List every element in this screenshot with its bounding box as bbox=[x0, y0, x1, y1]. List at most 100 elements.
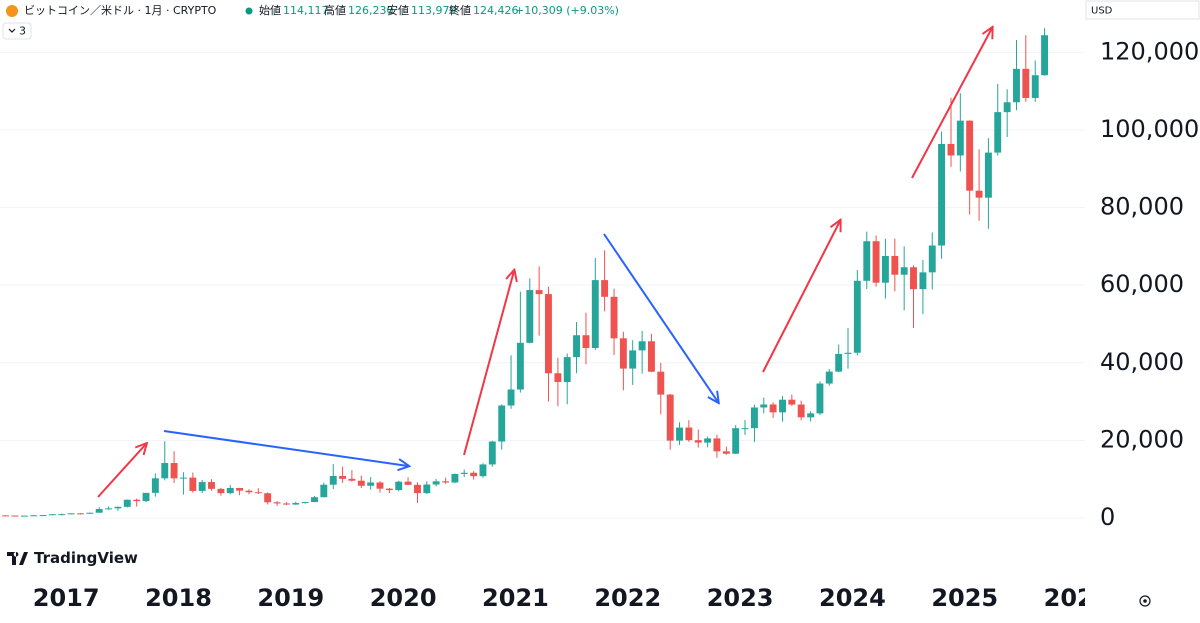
x-tick-label: 2018 bbox=[145, 584, 212, 612]
candle-body bbox=[423, 484, 431, 494]
up-arrow bbox=[463, 271, 514, 456]
candle-body bbox=[900, 267, 908, 275]
candle-body bbox=[395, 481, 403, 491]
candle-body bbox=[881, 255, 889, 283]
candle-body bbox=[301, 502, 309, 504]
candle-body bbox=[385, 488, 393, 491]
y-tick-label: 80,000 bbox=[1100, 193, 1184, 221]
currency-box[interactable] bbox=[1085, 0, 1200, 20]
grid bbox=[0, 51, 1085, 519]
candle-body bbox=[226, 487, 234, 494]
price-scale-panel bbox=[1085, 0, 1200, 623]
candle-body bbox=[919, 272, 927, 290]
candle-body bbox=[460, 472, 468, 474]
up-arrow bbox=[762, 221, 840, 373]
candle-body bbox=[1022, 68, 1030, 98]
candle-body bbox=[77, 513, 84, 515]
candle-body bbox=[741, 428, 749, 430]
candle-body bbox=[638, 341, 646, 351]
settings-button[interactable] bbox=[1139, 595, 1151, 607]
y-tick-label: 40,000 bbox=[1100, 348, 1184, 376]
candle-body bbox=[498, 405, 506, 442]
high-label: 高値 bbox=[324, 3, 346, 17]
x-tick-label: 2025 bbox=[931, 584, 998, 612]
close-value: 124,426 bbox=[473, 4, 519, 17]
candle-body bbox=[797, 404, 805, 418]
candle-body bbox=[975, 190, 983, 198]
candle-body bbox=[863, 241, 871, 281]
settings-icon[interactable] bbox=[1139, 595, 1151, 607]
x-tick-label: 2019 bbox=[257, 584, 324, 612]
candle-body bbox=[545, 294, 552, 374]
candle-body bbox=[713, 438, 721, 452]
candle-body bbox=[151, 478, 159, 493]
candle-body bbox=[956, 120, 964, 156]
candle-body bbox=[994, 112, 1002, 153]
market-status bbox=[245, 7, 253, 15]
candle-body bbox=[516, 342, 524, 390]
candle-body bbox=[198, 482, 206, 491]
currency-selector[interactable]: USD bbox=[1085, 0, 1200, 20]
candle-body bbox=[11, 515, 19, 517]
low-label: 安値 bbox=[387, 4, 409, 17]
candle-body bbox=[825, 371, 833, 384]
close-label: 終値 bbox=[449, 4, 471, 17]
candle-body bbox=[179, 477, 187, 479]
candle-body bbox=[563, 357, 571, 383]
candle-body bbox=[938, 143, 946, 246]
candle-body bbox=[20, 515, 28, 517]
settings-icon-core bbox=[1143, 599, 1147, 603]
x-axis: 2017 2018 2019 2020 2021 2022 2023 2024 2025 202 bbox=[33, 575, 1094, 612]
candle-body bbox=[292, 503, 300, 505]
candle-body bbox=[30, 515, 38, 517]
candle-body bbox=[404, 481, 412, 485]
x-tick-label: 2020 bbox=[370, 584, 437, 612]
brand-logo: TradingView bbox=[7, 549, 138, 567]
candle-body bbox=[254, 492, 262, 494]
candle-body bbox=[816, 383, 824, 414]
up-arrow bbox=[911, 28, 992, 179]
candle-body bbox=[835, 353, 843, 372]
indicators-toggle[interactable]: 3 bbox=[2, 22, 32, 40]
candle-body bbox=[601, 280, 609, 297]
candle-body bbox=[470, 472, 478, 477]
candle-body bbox=[685, 427, 693, 441]
y-tick-label: 20,000 bbox=[1100, 425, 1184, 453]
candle-body bbox=[629, 350, 637, 369]
candle-body bbox=[282, 503, 290, 505]
high-value: 126,230 bbox=[348, 4, 394, 17]
x-tick-label: 2024 bbox=[819, 584, 886, 612]
candle-body bbox=[591, 280, 599, 349]
candle-body bbox=[788, 399, 796, 405]
x-tick-label: 2021 bbox=[482, 584, 549, 612]
y-tick-label: 100,000 bbox=[1100, 115, 1199, 143]
candle-body bbox=[49, 514, 56, 516]
candle-body bbox=[1031, 75, 1039, 98]
candle-body bbox=[451, 473, 459, 483]
candles bbox=[2, 28, 1049, 517]
candle-body bbox=[123, 499, 131, 507]
down-arrow bbox=[603, 233, 718, 402]
candle-body bbox=[39, 515, 47, 517]
candle-body bbox=[339, 475, 347, 479]
candle-body bbox=[573, 335, 580, 358]
y-axis: 0 20,000 40,000 60,000 80,000 100,000 120,000 bbox=[1100, 37, 1199, 531]
candle-body bbox=[2, 515, 10, 517]
candle-body bbox=[872, 241, 880, 283]
candle-body bbox=[844, 352, 852, 354]
candle-body bbox=[95, 509, 103, 513]
candle-body bbox=[1013, 68, 1020, 103]
candle-body bbox=[264, 493, 272, 503]
logo-mark bbox=[7, 552, 28, 565]
candle-body bbox=[507, 389, 515, 406]
candle-body bbox=[1041, 35, 1049, 76]
candle-body bbox=[442, 481, 450, 483]
x-tick-label: 2022 bbox=[594, 584, 661, 612]
candle-body bbox=[488, 441, 496, 465]
legend-header: ビットコイン／米ドル · 1月 · CRYPTO 始値 114,117 高値 1… bbox=[6, 3, 619, 17]
candle-body bbox=[610, 296, 618, 339]
candle-body bbox=[657, 371, 665, 395]
candle-body bbox=[170, 463, 178, 479]
toggle-box[interactable] bbox=[2, 22, 32, 40]
